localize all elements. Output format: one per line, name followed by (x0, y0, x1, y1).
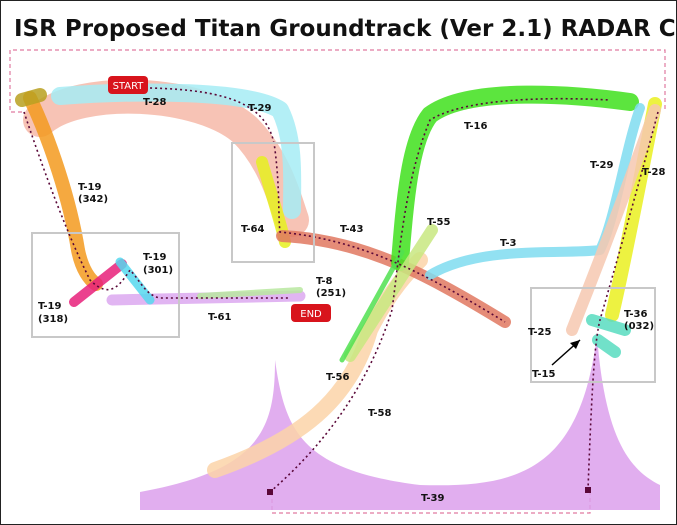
track-t58-t16 (269, 97, 611, 493)
track-label: T-56 (326, 372, 349, 383)
swath-t29-right (566, 104, 661, 336)
track-pass: (032) (624, 321, 654, 332)
track-label: T-15 (532, 369, 555, 380)
zoom-box (231, 142, 315, 263)
track-label: T-25 (528, 327, 551, 338)
track-label: T-28 (642, 167, 665, 178)
title: ISR Proposed Titan Groundtrack (Ver 2.1)… (14, 16, 677, 42)
track-label: T-29 (248, 103, 271, 114)
zoom-box (530, 287, 656, 383)
track-pass: (301) (143, 265, 173, 276)
swath-t8 (197, 287, 303, 299)
track-label: T-19 (78, 182, 101, 193)
swath-t19-301 (115, 257, 155, 305)
swath-t19-318 (69, 259, 127, 307)
track-pass: (318) (38, 314, 68, 325)
zoom-box (31, 232, 180, 338)
end-marker (291, 304, 331, 322)
track-label: T-8 (316, 276, 333, 287)
track-label: T-28 (143, 97, 166, 108)
track-label: T-43 (340, 224, 363, 235)
end-label: END (300, 309, 322, 320)
wrap-link-top (9, 49, 666, 113)
swath-blob (15, 88, 47, 107)
track-pass: (251) (316, 288, 346, 299)
track-label: T-58 (368, 408, 391, 419)
track-label: T-55 (427, 217, 450, 228)
arrow-head (570, 340, 580, 349)
track-label: T-3 (500, 238, 517, 249)
track-label: T-36 (624, 309, 647, 320)
track-label: T-29 (590, 160, 613, 171)
swath-t16 (391, 85, 639, 271)
track-left (23, 111, 290, 299)
swath-t39 (140, 335, 660, 510)
track-end-point (267, 489, 273, 495)
track-label: T-39 (421, 493, 444, 504)
track-end-point (585, 487, 591, 493)
track-label: T-19 (38, 301, 61, 312)
track-right (587, 111, 659, 491)
swath-t36 (586, 314, 631, 358)
track-label: T-19 (143, 252, 166, 263)
track-label: T-16 (464, 121, 487, 132)
start-marker (108, 76, 148, 94)
track-pass: (342) (78, 194, 108, 205)
track-label: T-64 (241, 224, 264, 235)
track-label: T-61 (208, 312, 231, 323)
swath-t55 (344, 224, 438, 362)
start-label: START (113, 81, 145, 92)
swath-t56 (339, 249, 405, 363)
